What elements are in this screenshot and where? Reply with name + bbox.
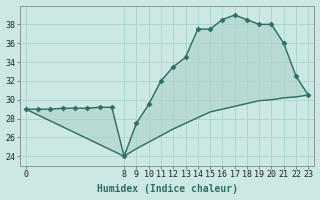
Polygon shape (26, 15, 308, 156)
X-axis label: Humidex (Indice chaleur): Humidex (Indice chaleur) (97, 184, 237, 194)
